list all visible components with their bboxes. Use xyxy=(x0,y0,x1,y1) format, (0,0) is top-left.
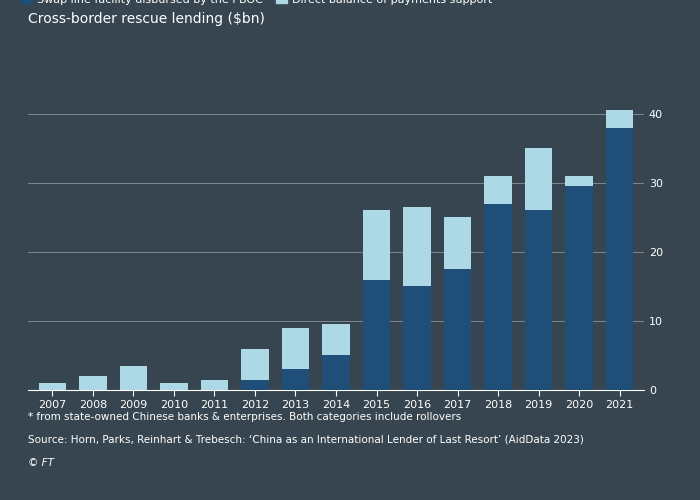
Bar xyxy=(79,376,106,390)
Bar xyxy=(525,210,552,390)
Bar xyxy=(484,204,512,390)
Bar xyxy=(403,207,430,286)
Bar xyxy=(201,380,228,390)
Bar xyxy=(484,176,512,204)
Bar xyxy=(38,383,66,390)
Bar xyxy=(444,218,471,269)
Legend: Swap line facility disbursed by the PBOC, Direct balance of payments support*: Swap line facility disbursed by the PBOC… xyxy=(21,0,498,6)
Bar xyxy=(566,186,593,390)
Bar xyxy=(444,269,471,390)
Bar xyxy=(525,148,552,210)
Text: Source: Horn, Parks, Reinhart & Trebesch: ‘China as an International Lender of L: Source: Horn, Parks, Reinhart & Trebesch… xyxy=(28,435,584,445)
Bar xyxy=(281,328,309,370)
Bar xyxy=(160,383,188,390)
Text: Cross-border rescue lending ($bn): Cross-border rescue lending ($bn) xyxy=(28,12,265,26)
Bar xyxy=(403,286,430,390)
Bar xyxy=(606,128,634,390)
Bar xyxy=(363,280,391,390)
Bar xyxy=(566,176,593,186)
Bar xyxy=(281,370,309,390)
Bar xyxy=(120,366,147,390)
Bar xyxy=(241,348,269,380)
Text: © FT: © FT xyxy=(28,458,54,468)
Text: * from state-owned Chinese banks & enterprises. Both categories include rollover: * from state-owned Chinese banks & enter… xyxy=(28,412,461,422)
Bar xyxy=(363,210,391,280)
Bar xyxy=(606,110,634,128)
Bar xyxy=(322,356,350,390)
Bar xyxy=(322,324,350,356)
Bar xyxy=(241,380,269,390)
